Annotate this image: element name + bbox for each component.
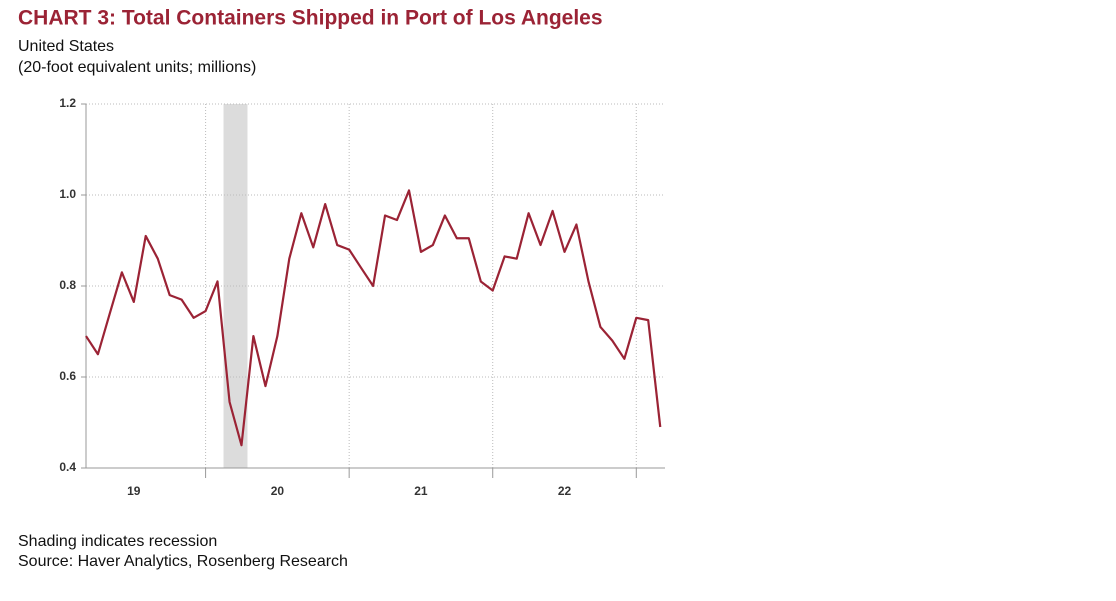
x-tick-label: 19 <box>127 484 141 498</box>
y-tick-label: 0.4 <box>59 460 76 474</box>
chart-title: CHART 3: Total Containers Shipped in Por… <box>18 7 603 30</box>
x-tick-label: 22 <box>558 484 572 498</box>
note: Source: Haver Analytics, Rosenberg Resea… <box>18 553 348 570</box>
y-tick-label: 0.6 <box>59 369 76 383</box>
subtitle: United States <box>18 38 114 55</box>
x-tick-label: 20 <box>271 484 285 498</box>
y-tick-label: 1.2 <box>59 96 76 110</box>
y-tick-label: 0.8 <box>59 278 76 292</box>
subtitle: (20-foot equivalent units; millions) <box>18 59 256 76</box>
note: Shading indicates recession <box>18 533 217 550</box>
recession-shade <box>223 104 248 468</box>
y-tick-label: 1.0 <box>59 187 76 201</box>
line-series <box>85 189 662 447</box>
x-tick-label: 21 <box>414 484 428 498</box>
